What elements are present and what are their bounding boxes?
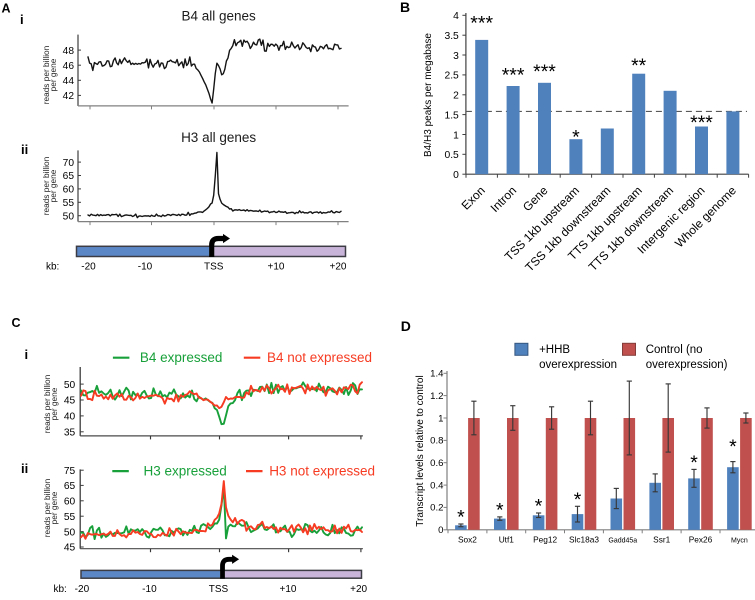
svg-text:H3 not expressed: H3 not expressed: [269, 463, 375, 478]
svg-text:reads per billion: reads per billion: [41, 45, 51, 104]
svg-text:H3 all genes: H3 all genes: [181, 130, 256, 145]
svg-text:1.5: 1.5: [444, 110, 459, 121]
svg-text:i: i: [25, 347, 29, 362]
svg-text:C: C: [12, 316, 21, 330]
svg-text:45: 45: [64, 543, 76, 554]
svg-text:B4/H3 peaks per megabase: B4/H3 peaks per megabase: [423, 33, 434, 157]
svg-text:Slc18a3: Slc18a3: [569, 535, 599, 545]
svg-text:1.2: 1.2: [430, 391, 443, 402]
svg-text:60: 60: [64, 497, 76, 508]
svg-text:65: 65: [64, 481, 76, 492]
svg-text:1: 1: [453, 130, 459, 141]
svg-text:kb:: kb:: [46, 262, 59, 273]
svg-text:3.5: 3.5: [444, 31, 459, 42]
svg-text:ii: ii: [21, 142, 28, 157]
svg-text:+20: +20: [330, 262, 347, 273]
svg-text:B: B: [400, 0, 410, 15]
svg-text:0.6: 0.6: [430, 458, 443, 469]
svg-text:overexpression: overexpression: [539, 359, 617, 371]
svg-text:*: *: [496, 500, 504, 522]
svg-text:0.5: 0.5: [444, 150, 459, 161]
svg-text:*: *: [574, 489, 582, 511]
svg-text:-10: -10: [142, 584, 157, 595]
svg-text:60: 60: [63, 185, 75, 196]
svg-text:per gene: per gene: [48, 169, 58, 202]
svg-text:Ssr1: Ssr1: [653, 535, 670, 545]
svg-text:i: i: [20, 12, 24, 27]
svg-text:per gene: per gene: [48, 58, 58, 91]
svg-text:75: 75: [64, 466, 76, 477]
svg-text:35: 35: [64, 428, 76, 439]
svg-text:0.8: 0.8: [430, 436, 443, 447]
svg-text:70: 70: [63, 158, 75, 169]
svg-text:kb:: kb:: [54, 584, 67, 595]
svg-text:1: 1: [438, 413, 443, 424]
svg-text:50: 50: [64, 527, 76, 538]
svg-text:Peg12: Peg12: [533, 535, 557, 545]
svg-text:+10: +10: [280, 584, 297, 595]
svg-text:Intron: Intron: [488, 183, 520, 215]
svg-text:per gene: per gene: [49, 491, 59, 524]
svg-text:0: 0: [438, 525, 443, 536]
svg-text:*: *: [690, 452, 698, 474]
svg-text:2: 2: [453, 91, 459, 102]
svg-text:40: 40: [64, 412, 76, 423]
svg-text:B4 all genes: B4 all genes: [181, 9, 256, 24]
svg-text:TSS: TSS: [204, 262, 224, 273]
svg-text:0: 0: [453, 170, 459, 181]
svg-text:Transcript levels relative to: Transcript levels relative to control: [415, 375, 426, 526]
svg-text:-10: -10: [138, 262, 153, 273]
svg-text:+HHB: +HHB: [539, 344, 570, 356]
svg-text:+20: +20: [350, 584, 367, 595]
svg-text:Pex26: Pex26: [689, 535, 713, 545]
svg-text:50: 50: [63, 211, 75, 222]
svg-text:reads per billion: reads per billion: [41, 156, 51, 215]
svg-text:overexpression): overexpression): [646, 359, 728, 371]
svg-text:*: *: [572, 127, 580, 149]
svg-text:0.2: 0.2: [430, 503, 443, 514]
svg-text:ii: ii: [21, 461, 28, 476]
svg-text:TSS: TSS: [209, 584, 229, 595]
svg-text:reads per billion: reads per billion: [42, 478, 52, 537]
svg-text:B4 not expressed: B4 not expressed: [267, 350, 372, 365]
svg-text:Utf1: Utf1: [499, 535, 515, 545]
svg-text:H3 expressed: H3 expressed: [144, 463, 227, 478]
svg-text:Mycn: Mycn: [731, 538, 748, 545]
svg-text:reads per billion: reads per billion: [42, 374, 52, 433]
svg-text:***: ***: [690, 112, 713, 134]
svg-text:3: 3: [453, 51, 459, 62]
svg-text:65: 65: [63, 171, 75, 182]
svg-text:*: *: [535, 496, 543, 518]
svg-text:2.5: 2.5: [444, 71, 459, 82]
svg-text:-20: -20: [81, 262, 96, 273]
svg-text:per gene: per gene: [49, 387, 59, 420]
svg-text:***: ***: [533, 61, 556, 83]
svg-text:*: *: [457, 507, 465, 529]
svg-text:B4 expressed: B4 expressed: [140, 350, 223, 365]
svg-text:-20: -20: [75, 584, 90, 595]
svg-text:55: 55: [64, 512, 76, 523]
svg-text:Exon: Exon: [459, 183, 488, 212]
svg-text:55: 55: [63, 198, 75, 209]
svg-text:1.4: 1.4: [430, 369, 444, 380]
svg-text:46: 46: [63, 61, 75, 72]
svg-text:Sox2: Sox2: [458, 535, 477, 545]
svg-text:***: ***: [470, 13, 493, 35]
svg-text:*: *: [729, 436, 737, 458]
svg-text:Control (no: Control (no: [646, 344, 703, 356]
svg-text:***: ***: [502, 65, 525, 87]
svg-text:42: 42: [63, 91, 75, 102]
svg-text:50: 50: [64, 380, 76, 391]
svg-text:4: 4: [453, 11, 459, 22]
svg-text:48: 48: [63, 46, 75, 57]
svg-text:44: 44: [63, 76, 75, 87]
svg-text:Gadd45a: Gadd45a: [608, 538, 637, 545]
svg-text:45: 45: [64, 396, 76, 407]
svg-text:0.4: 0.4: [430, 480, 444, 491]
svg-text:+10: +10: [268, 262, 285, 273]
svg-text:D: D: [401, 318, 411, 334]
svg-text:A: A: [2, 2, 11, 16]
svg-text:**: **: [631, 55, 647, 77]
